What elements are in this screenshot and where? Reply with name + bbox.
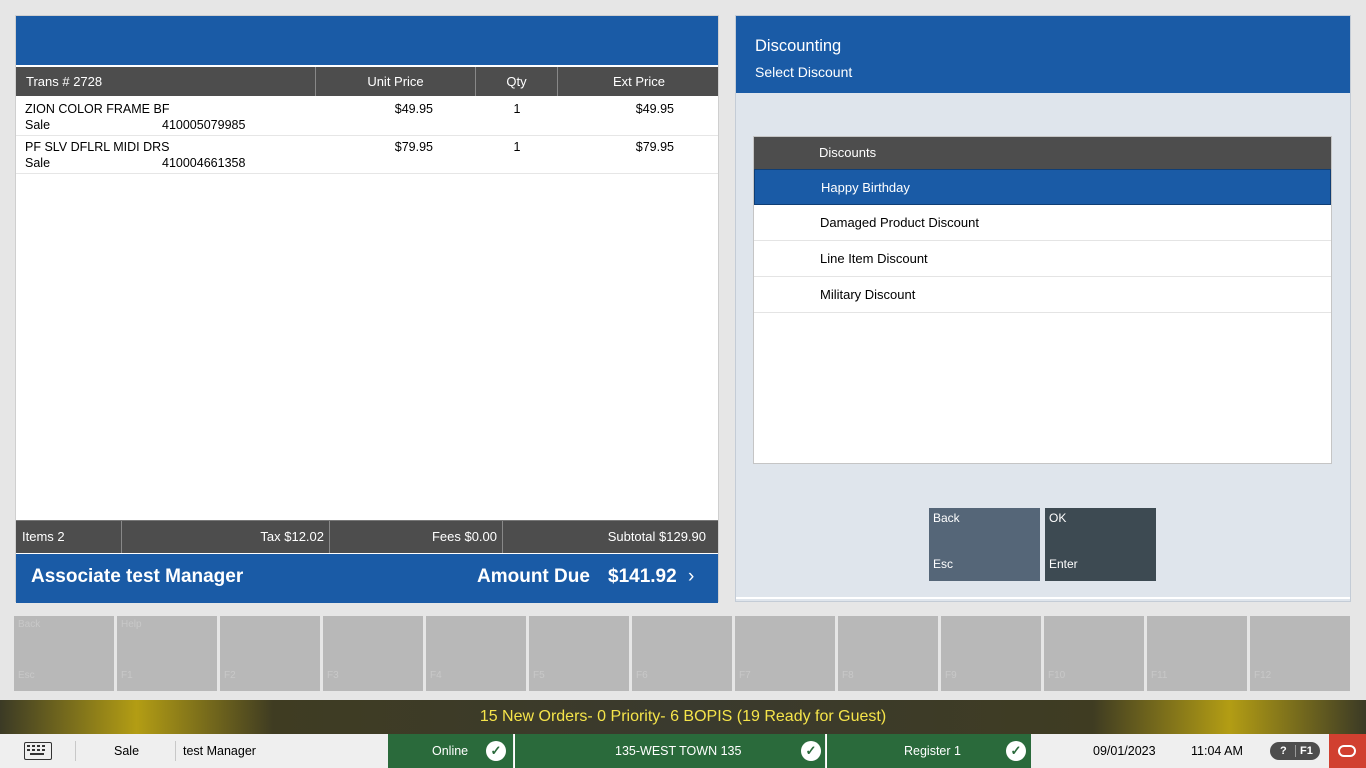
register-status: Register 1 ✓: [826, 734, 1031, 768]
status-bar: Sale test Manager Online ✓ 135-WEST TOWN…: [0, 734, 1366, 768]
check-circle-icon: ✓: [486, 741, 506, 761]
qty-header: Qty: [476, 67, 558, 96]
item-unit-price: $79.95: [394, 140, 433, 154]
item-type: Sale: [25, 118, 51, 132]
tax-total: Tax $12.02: [122, 521, 330, 553]
fkey-f6[interactable]: F6: [632, 616, 732, 691]
discount-list: Discounts Happy Birthday Damaged Product…: [753, 136, 1332, 464]
discount-option-line-item[interactable]: Line Item Discount: [754, 241, 1331, 277]
fkey-esc-back[interactable]: Back Esc: [14, 616, 114, 691]
item-ext-price: $79.95: [635, 140, 674, 154]
store-status: 135-WEST TOWN 135 ✓: [514, 734, 825, 768]
panel-divider: [736, 597, 1350, 599]
fkey-f9[interactable]: F9: [941, 616, 1041, 691]
associate-name: Associate test Manager: [31, 566, 244, 587]
chevron-right-icon[interactable]: ›: [688, 566, 695, 587]
fkey-f8[interactable]: F8: [838, 616, 938, 691]
subtotal: Subtotal $129.90: [607, 529, 706, 544]
function-key-bar: Back Esc Help F1 F2 F3 F4 F5 F6 F7 F8 F9 F…: [14, 616, 1352, 691]
help-icon: ?: [1280, 745, 1287, 757]
time-label: 11:04 AM: [1191, 744, 1243, 758]
date-label: 09/01/2023: [1093, 744, 1156, 758]
status-divider: [175, 741, 176, 761]
item-type: Sale: [25, 156, 51, 170]
store-label: 135-WEST TOWN 135: [615, 744, 742, 758]
discounting-subtitle: Select Discount: [755, 64, 853, 80]
back-button[interactable]: Back Esc: [929, 508, 1040, 581]
item-qty: 1: [513, 140, 521, 154]
discounting-header: Discounting Select Discount: [736, 16, 1350, 93]
back-button-key: Esc: [933, 557, 954, 571]
totals-bar: Items 2 Tax $12.02 Fees $0.00 Subtotal $…: [16, 520, 718, 553]
fkey-f5[interactable]: F5: [529, 616, 629, 691]
order-notification-banner[interactable]: 15 New Orders- 0 Priority- 6 BOPIS (19 R…: [0, 700, 1366, 734]
fkey-f11[interactable]: F11: [1147, 616, 1247, 691]
transaction-header-bar: [16, 16, 718, 65]
item-unit-price: $49.95: [394, 102, 433, 116]
discounting-panel: Discounting Select Discount Discounts Ha…: [735, 15, 1351, 602]
fkey-f12[interactable]: F12: [1250, 616, 1350, 691]
ok-button[interactable]: OK Enter: [1045, 508, 1156, 581]
connection-status: Online ✓: [388, 734, 513, 768]
fkey-f7[interactable]: F7: [735, 616, 835, 691]
ext-price-header: Ext Price: [612, 74, 665, 89]
back-button-label: Back: [933, 511, 960, 525]
keyboard-icon[interactable]: [24, 742, 52, 760]
trans-number: Trans # 2728: [16, 67, 316, 96]
item-description: ZION COLOR FRAME BF: [25, 102, 170, 116]
help-button[interactable]: ? F1: [1270, 742, 1320, 760]
item-sku: 410004661358: [162, 156, 246, 170]
fkey-f1-help[interactable]: Help F1: [117, 616, 217, 691]
help-key: F1: [1300, 745, 1313, 757]
line-item[interactable]: PF SLV DFLRL MIDI DRS Sale 410004661358 …: [16, 136, 718, 174]
oracle-logo-icon[interactable]: [1329, 734, 1366, 768]
user-label: test Manager: [183, 744, 256, 758]
discount-option-happy-birthday[interactable]: Happy Birthday: [754, 169, 1331, 205]
fees-total: Fees $0.00: [330, 521, 503, 553]
unit-price-header: Unit Price: [316, 67, 476, 96]
ok-button-key: Enter: [1049, 557, 1078, 571]
fkey-f4[interactable]: F4: [426, 616, 526, 691]
discounting-title: Discounting: [755, 37, 842, 55]
ok-button-label: OK: [1049, 511, 1067, 525]
discount-option-military[interactable]: Military Discount: [754, 277, 1331, 313]
connection-label: Online: [432, 744, 469, 758]
help-divider: [1295, 745, 1296, 757]
register-label: Register 1: [904, 744, 961, 758]
mode-label: Sale: [114, 744, 140, 758]
discount-list-header: Discounts: [754, 137, 1331, 169]
check-circle-icon: ✓: [801, 741, 821, 761]
fkey-f3[interactable]: F3: [323, 616, 423, 691]
amount-due-bar[interactable]: Associate test Manager Amount Due $141.9…: [16, 554, 718, 603]
check-circle-icon: ✓: [1006, 741, 1026, 761]
item-ext-price: $49.95: [635, 102, 674, 116]
amount-due-value: $141.92: [608, 566, 677, 587]
status-divider: [75, 741, 76, 761]
fkey-f2[interactable]: F2: [220, 616, 320, 691]
item-description: PF SLV DFLRL MIDI DRS: [25, 140, 170, 154]
amount-due-label: Amount Due: [477, 566, 590, 587]
item-qty: 1: [513, 102, 521, 116]
fkey-f10[interactable]: F10: [1044, 616, 1144, 691]
discount-option-damaged-product[interactable]: Damaged Product Discount: [754, 205, 1331, 241]
transaction-columns-header: Trans # 2728 Unit Price Qty Ext Price: [16, 65, 718, 96]
transaction-panel: Trans # 2728 Unit Price Qty Ext Price ZI…: [15, 15, 719, 603]
item-sku: 410005079985: [162, 118, 246, 132]
line-item[interactable]: ZION COLOR FRAME BF Sale 410005079985 $4…: [16, 98, 718, 136]
items-count: Items 2: [16, 521, 122, 553]
